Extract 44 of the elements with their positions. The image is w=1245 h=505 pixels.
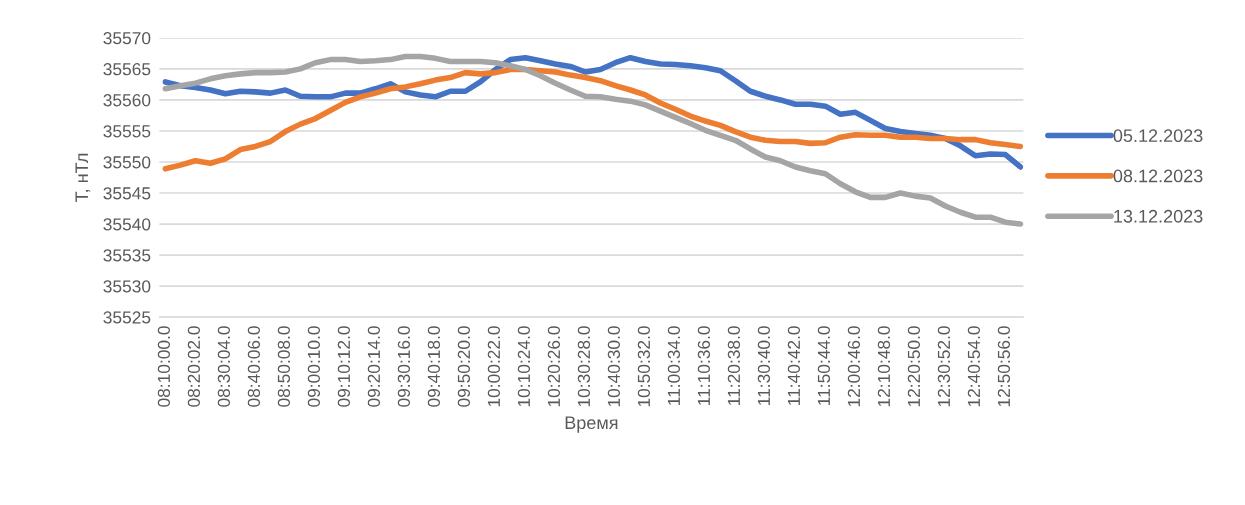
y-tick-label: 35550 — [103, 156, 151, 169]
x-tick-label: 11:50:44.0 — [817, 326, 831, 405]
legend-label: 13.12.2023 — [1114, 209, 1203, 223]
x-tick-label: 08:20:02.0 — [187, 326, 201, 407]
x-tick-label: 09:30:16.0 — [397, 326, 411, 407]
legend-label: 05.12.2023 — [1113, 129, 1203, 143]
x-tick-label: 10:20:26.0 — [547, 326, 561, 407]
x-tick-label: 12:30:52.0 — [937, 326, 951, 407]
y-axis-title: T, нТл — [75, 153, 91, 202]
x-tick-label: 10:00:22.0 — [487, 326, 501, 407]
x-tick-label: 09:20:14.0 — [367, 326, 381, 407]
y-tick-label: 35545 — [103, 187, 151, 200]
x-tick-label: 10:50:32.0 — [637, 326, 651, 407]
x-tick-label: 08:50:08.0 — [277, 326, 291, 407]
x-tick-label: 10:30:28.0 — [577, 326, 591, 407]
x-tick-label: 12:20:50.0 — [907, 326, 921, 407]
x-tick-label: 09:40:18.0 — [427, 326, 441, 407]
x-tick-label: 12:50:56.0 — [997, 326, 1011, 407]
x-tick-label: 11:40:42.0 — [787, 326, 801, 405]
y-tick-label: 35570 — [103, 32, 151, 45]
x-axis-title: Время — [565, 416, 618, 433]
x-tick-label: 10:10:24.0 — [517, 326, 531, 407]
x-tick-label: 08:30:04.0 — [217, 326, 231, 407]
y-tick-label: 35565 — [103, 63, 151, 76]
y-tick-label: 35560 — [103, 94, 151, 107]
y-tick-label: 35525 — [103, 311, 151, 324]
y-tick-label: 35540 — [103, 218, 151, 231]
x-tick-label: 09:10:12.0 — [337, 326, 351, 407]
x-tick-label: 12:40:54.0 — [967, 326, 981, 407]
x-tick-label: 08:40:06.0 — [247, 326, 261, 407]
x-tick-label: 09:50:20.0 — [457, 326, 471, 407]
x-tick-label: 11:00:34.0 — [667, 326, 681, 405]
x-tick-label: 08:10:00.0 — [157, 326, 171, 407]
x-tick-label: 12:10:48.0 — [877, 326, 891, 407]
y-tick-label: 35530 — [103, 280, 151, 293]
x-tick-label: 11:20:38.0 — [727, 326, 741, 405]
x-tick-label: 10:40:30.0 — [607, 326, 621, 407]
y-tick-label: 35555 — [103, 125, 151, 138]
y-tick-label: 35535 — [103, 249, 151, 262]
x-tick-label: 11:10:36.0 — [697, 326, 711, 405]
x-tick-label: 12:00:46.0 — [847, 326, 861, 407]
x-tick-label: 11:30:40.0 — [757, 326, 771, 405]
legend-label: 08.12.2023 — [1113, 169, 1203, 183]
x-tick-label: 09:00:10.0 — [307, 326, 321, 407]
